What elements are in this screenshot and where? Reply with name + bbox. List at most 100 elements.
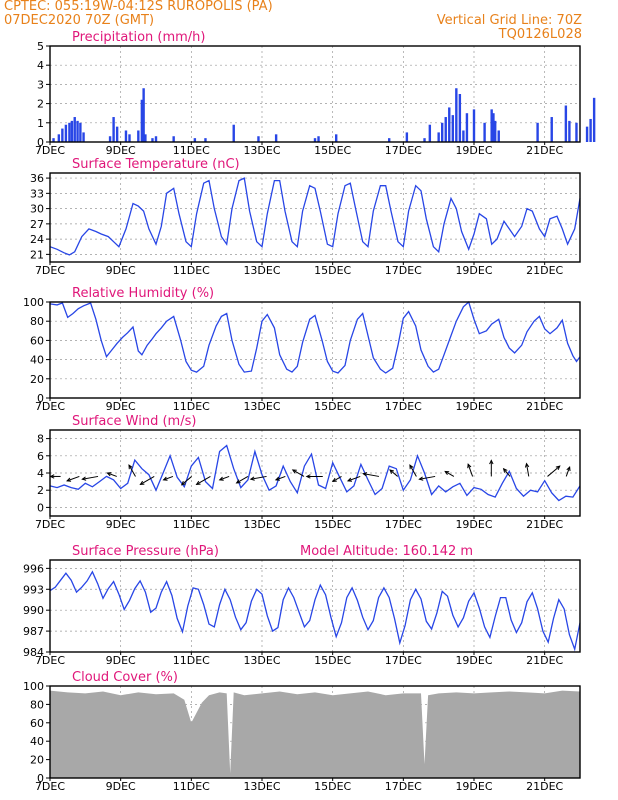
wind-arrow-head [180,480,186,486]
x-tick-label: 17DEC [385,780,422,793]
y-tick-label: 993 [23,583,44,596]
wind-arrow [249,475,267,481]
header-grid-note: Vertical Grid Line: 70Z [436,13,582,28]
panel-4: Surface Wind (m/s) 0 2 4 6 8 7DEC 9DEC 11DEC 13DE… [35,414,581,531]
x-tick-label: 13DEC [243,780,280,793]
x-tick-label: 15DEC [314,264,351,277]
x-tick-label: 19DEC [455,780,492,793]
wind-arrow-head [555,465,561,471]
precip-bar [335,134,338,142]
x-tick-label: 7DEC [35,400,65,413]
x-tick-label: 17DEC [385,264,422,277]
wind-arrow-head [66,477,72,482]
precip-bar [204,138,207,142]
precip-bar [492,113,495,142]
y-tick-label: 5 [37,40,44,53]
wind-arrow [489,459,494,477]
wind-arrow [444,470,455,477]
y-tick-label: 996 [23,562,44,575]
x-tick-label: 17DEC [385,654,422,667]
wind-arrow [305,474,323,479]
precip-bar [257,136,260,142]
y-tick-label: 990 [23,604,44,617]
wind-arrow [180,476,193,486]
y-tick-label: 0 [37,772,44,785]
y-tick-label: 4 [37,467,44,480]
precip-bar [423,138,426,142]
panel-6: Cloud Cover (%) 0 20 40 60 80 100 7DEC 9DEC 11DEC… [23,670,581,793]
panel-title: Relative Humidity (%) [72,286,214,301]
precip-bar [317,136,320,142]
x-tick-label: 9DEC [106,264,136,277]
x-tick-label: 19DEC [455,144,492,157]
precip-bar [274,134,278,142]
wind-arrow-head [502,467,508,473]
precip-bar [124,130,128,142]
wind-arrow-shaft [419,475,436,480]
panel-annotation: Model Altitude: 160.142 m [300,544,473,559]
precip-bar [465,113,469,142]
y-tick-label: 4 [37,59,44,72]
wind-arrow-shaft [292,469,305,477]
wind-arrow [81,475,99,481]
y-tick-label: 2 [37,484,44,497]
precip-bar [592,97,596,142]
precip-bar [108,136,112,142]
wind-arrow-shaft [409,464,417,477]
wind-arrow-shaft [444,471,455,477]
wind-arrow [547,465,561,477]
wind-arrow-shaft [275,475,286,481]
y-tick-label: 2 [37,98,44,111]
x-tick-label: 19DEC [455,400,492,413]
precip-bar [70,120,74,142]
y-tick-label: 40 [30,354,44,367]
wind-arrow-head [139,480,145,486]
x-tick-label: 9DEC [106,144,136,157]
wind-arrow-head [128,464,133,470]
precip-bar [154,136,158,142]
header-run-time: 07DEC2020 70Z (GMT) [4,13,155,28]
wind-arrow-head [291,469,297,474]
precip-bar [52,138,55,142]
panel-frame [49,301,581,399]
x-tick-label: 13DEC [243,518,280,531]
x-tick-label: 17DEC [385,518,422,531]
y-tick-label: 27 [30,218,44,231]
precip-bar [76,120,79,142]
series-line [49,570,581,652]
x-tick-label: 19DEC [455,654,492,667]
wind-arrow-head [444,470,450,476]
wind-arrow-head [418,476,424,481]
wind-arrow-head [49,474,55,479]
precip-bar [137,130,140,142]
wind-arrow-head [106,472,112,477]
precip-bar [140,99,144,142]
y-tick-label: 6 [37,450,44,463]
x-tick-label: 15DEC [314,400,351,413]
y-tick-label: 100 [23,680,44,693]
wind-arrow [139,476,155,486]
x-tick-label: 7DEC [35,654,65,667]
precip-bar [79,122,82,142]
x-tick-label: 17DEC [385,144,422,157]
wind-arrow-shaft [66,475,80,482]
wind-arrow [524,462,530,477]
wind-arrow [502,467,511,477]
y-tick-label: 20 [30,373,44,386]
x-tick-label: 19DEC [455,264,492,277]
wind-arrow-shaft [503,468,511,477]
precip-bar [458,94,462,142]
precip-bar [142,88,145,142]
y-tick-label: 100 [23,296,44,309]
wind-arrow-head [81,476,87,481]
y-tick-label: 987 [23,625,44,638]
wind-arrow-shaft [181,476,193,486]
precip-bar [536,122,539,142]
series-line [49,300,581,374]
precip-bar [193,138,197,142]
x-tick-label: 15DEC [314,518,351,531]
y-tick-label: 40 [30,735,44,748]
precip-bar [172,136,175,142]
x-tick-label: 15DEC [314,654,351,667]
wind-arrow-head [467,463,472,469]
